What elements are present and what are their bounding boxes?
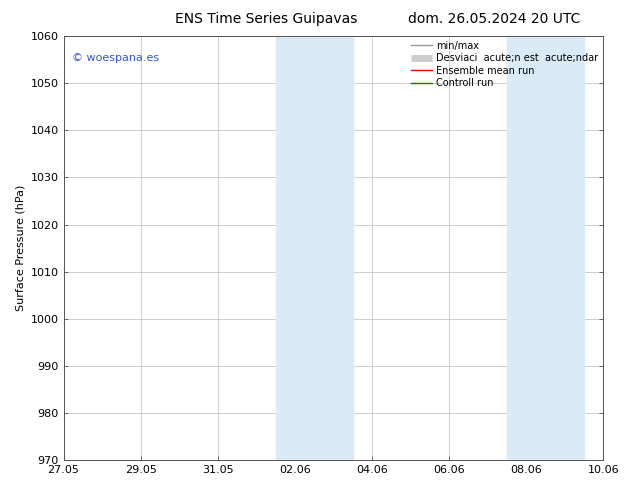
Bar	[507, 36, 584, 460]
Text: dom. 26.05.2024 20 UTC: dom. 26.05.2024 20 UTC	[408, 12, 581, 26]
Y-axis label: Surface Pressure (hPa): Surface Pressure (hPa)	[15, 185, 25, 311]
Text: ENS Time Series Guipavas: ENS Time Series Guipavas	[175, 12, 358, 26]
Bar	[276, 36, 353, 460]
Text: © woespana.es: © woespana.es	[72, 53, 158, 63]
Legend: min/max, Desviaci  acute;n est  acute;ndar, Ensemble mean run, Controll run: min/max, Desviaci acute;n est acute;ndar…	[409, 39, 600, 90]
